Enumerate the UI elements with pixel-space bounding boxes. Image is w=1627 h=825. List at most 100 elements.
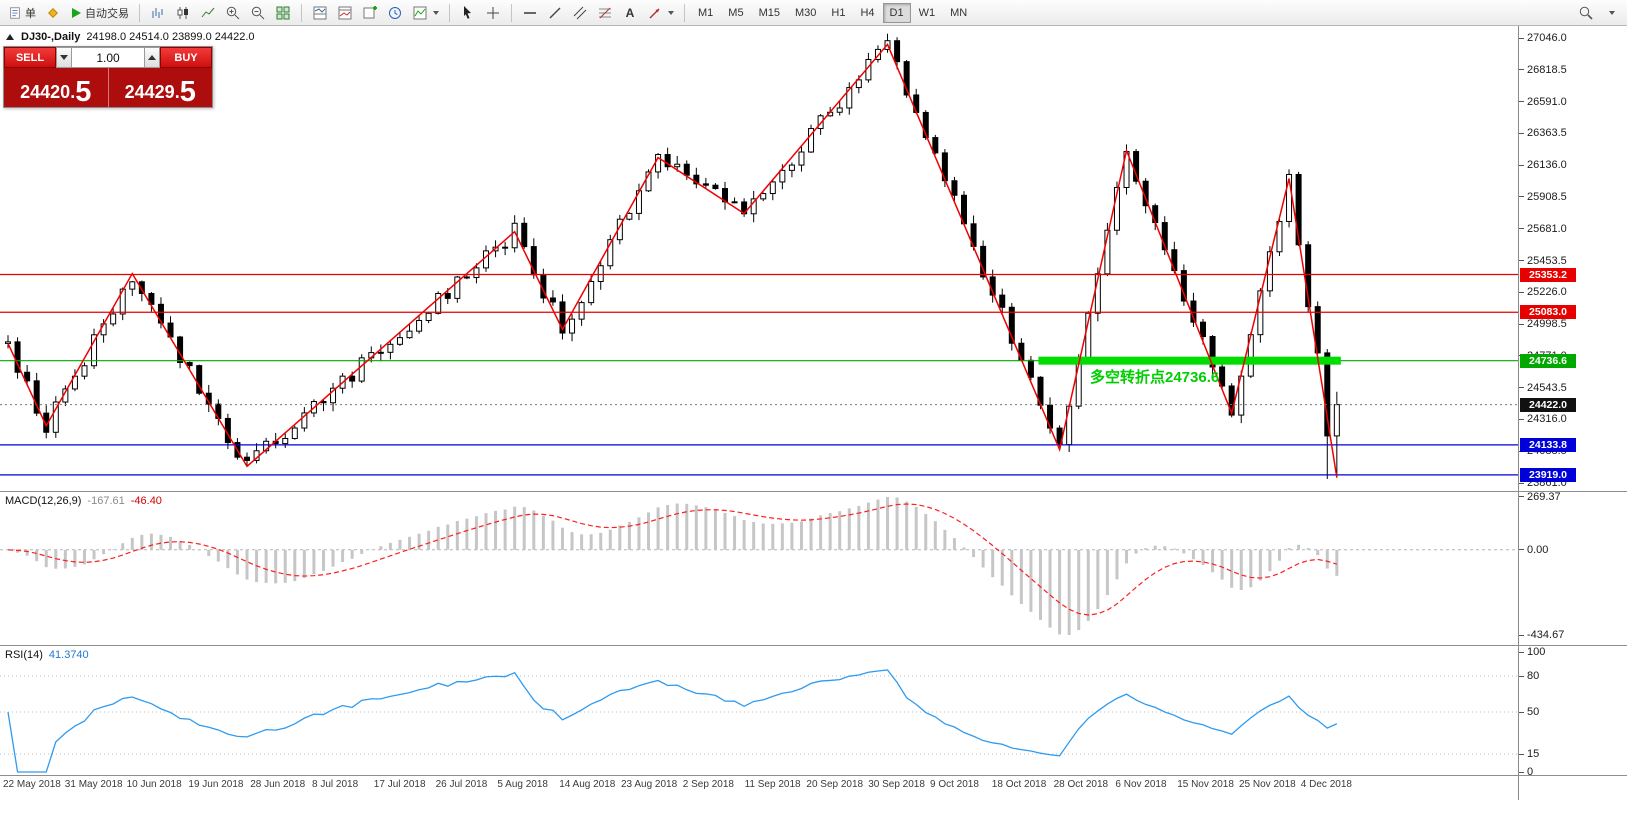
horizontal-line-tool-button[interactable]: [518, 2, 542, 24]
candle: [110, 313, 117, 325]
rsi-axis-label: 80: [1527, 670, 1540, 682]
macd-axis-label: 269.37: [1527, 490, 1561, 503]
collapse-panel-icon[interactable]: [6, 34, 14, 40]
candle: [291, 427, 298, 439]
level-price-label[interactable]: 24133.8: [1520, 437, 1576, 452]
level-price-label[interactable]: 23919.0: [1520, 467, 1576, 482]
price-tick-label: 26136.0: [1527, 159, 1567, 172]
timeframe-w1[interactable]: W1: [918, 6, 936, 19]
sell-button[interactable]: SELL: [4, 47, 56, 68]
macd-canvas[interactable]: [0, 492, 1518, 645]
rsi-tick-mark: [1519, 753, 1524, 755]
candle: [664, 154, 671, 168]
sell-price-display[interactable]: 24420. 5: [4, 68, 108, 107]
one-click-trading-panel: SELL BUY 24420.5 24429.5: [3, 46, 213, 108]
period-clock-button[interactable]: [383, 2, 407, 24]
buy-price-big-digit: 5: [179, 76, 196, 108]
price-tick-mark: [1519, 37, 1524, 39]
volume-decrease-button[interactable]: [56, 47, 72, 68]
bar-chart-mode-button[interactable]: [146, 2, 170, 24]
new-order-button[interactable]: 单: [4, 2, 40, 24]
candle: [951, 180, 958, 196]
candle: [129, 281, 136, 290]
zoom-out-button[interactable]: [246, 2, 270, 24]
volume-input[interactable]: [72, 47, 144, 68]
crosshair-icon: [487, 6, 499, 19]
timeframe-m15[interactable]: M15: [758, 6, 780, 19]
cursor-tool-button[interactable]: [456, 2, 480, 24]
candle: [855, 79, 862, 89]
level-price-label[interactable]: 24736.6: [1520, 353, 1576, 368]
time-axis[interactable]: 22 May 2018 31 May 2018 10 Jun 2018 19 Jun …: [0, 776, 1518, 798]
candle: [301, 412, 308, 429]
autotrading-button[interactable]: 自动交易: [66, 2, 133, 24]
price-tick-mark: [1519, 164, 1524, 166]
new-chart-button[interactable]: [358, 2, 382, 24]
search-icon: [1579, 6, 1593, 20]
crosshair-tool-button[interactable]: [481, 2, 505, 24]
candle: [559, 301, 566, 334]
candle: [502, 246, 509, 249]
pivot-annotation-text[interactable]: 多空转折点24736.6: [1090, 369, 1220, 386]
timeframe-d1[interactable]: D1: [882, 2, 911, 23]
timeframe-m5[interactable]: M5: [728, 6, 744, 19]
candle: [1200, 321, 1206, 338]
level-price-label[interactable]: 25083.0: [1520, 305, 1576, 320]
timeframe-m1[interactable]: M1: [698, 6, 714, 19]
fibonacci-tool-button[interactable]: [593, 2, 617, 24]
tile-windows-button[interactable]: [271, 2, 295, 24]
buy-price-display[interactable]: 24429. 5: [109, 68, 213, 107]
rsi-axis-label: 15: [1527, 748, 1540, 760]
sell-price-main: 24420.: [20, 82, 76, 102]
volume-increase-button[interactable]: [144, 47, 160, 68]
gold-diamond-icon: [48, 7, 58, 18]
trendline-tool-button[interactable]: [543, 2, 567, 24]
date-label: 28 Jun 2018: [250, 779, 306, 790]
candle: [683, 163, 690, 176]
candle: [798, 151, 805, 166]
panel-divider[interactable]: [0, 645, 1627, 646]
candle: [91, 334, 98, 367]
pivot-highlight-bar[interactable]: [1038, 356, 1341, 365]
buy-button[interactable]: BUY: [160, 47, 212, 68]
indicator-window-button[interactable]: [308, 2, 332, 24]
zoom-in-button[interactable]: [221, 2, 245, 24]
timeframe-m30[interactable]: M30: [794, 6, 817, 19]
candle: [186, 362, 193, 367]
date-label: 31 May 2018: [64, 779, 123, 790]
search-button[interactable]: [1574, 2, 1598, 24]
macd-tick-mark: [1519, 496, 1524, 498]
candle: [463, 276, 470, 279]
current-price-label: 24422.0: [1520, 397, 1576, 412]
price-scale[interactable]: 27046.0 26818.5 26591.0 26363.5 26136.0 25908…: [1518, 26, 1627, 800]
price-divider: [107, 68, 109, 107]
candle: [702, 183, 709, 186]
candle: [1027, 359, 1034, 378]
date-label: 4 Dec 2018: [1300, 779, 1352, 790]
timeframe-h1[interactable]: H1: [831, 6, 846, 19]
candle: [330, 387, 337, 404]
arrows-tool-button[interactable]: [643, 2, 678, 24]
toolbar-overflow-button[interactable]: [1599, 2, 1623, 24]
indicators-list-button[interactable]: [408, 2, 443, 24]
candlestick-mode-button[interactable]: [171, 2, 195, 24]
main-toolbar: 单 自动交易 A M1 M5 M15 M30 H1 H4 D1 W1 MN: [0, 0, 1627, 26]
price-chart-canvas[interactable]: [0, 26, 1518, 491]
chart-window-icon: [338, 6, 352, 19]
text-tool-button[interactable]: A: [618, 2, 642, 24]
market-watch-button[interactable]: [41, 2, 65, 24]
chart-window-button[interactable]: [333, 2, 357, 24]
level-price-label[interactable]: 25353.2: [1520, 267, 1576, 282]
timeframe-mn[interactable]: MN: [950, 6, 968, 19]
candle: [999, 294, 1006, 308]
rsi-canvas[interactable]: [0, 646, 1518, 775]
rsi-tick-mark: [1519, 651, 1524, 653]
zigzag-line[interactable]: [7, 43, 1338, 478]
price-tick-label: 26363.5: [1527, 127, 1567, 140]
line-chart-mode-button[interactable]: [196, 2, 220, 24]
date-label: 2 Sep 2018: [682, 779, 734, 790]
channel-tool-button[interactable]: [568, 2, 592, 24]
timeframe-h4[interactable]: H4: [860, 6, 875, 19]
sell-price-big-digit: 5: [75, 76, 92, 108]
panel-divider[interactable]: [0, 491, 1627, 492]
